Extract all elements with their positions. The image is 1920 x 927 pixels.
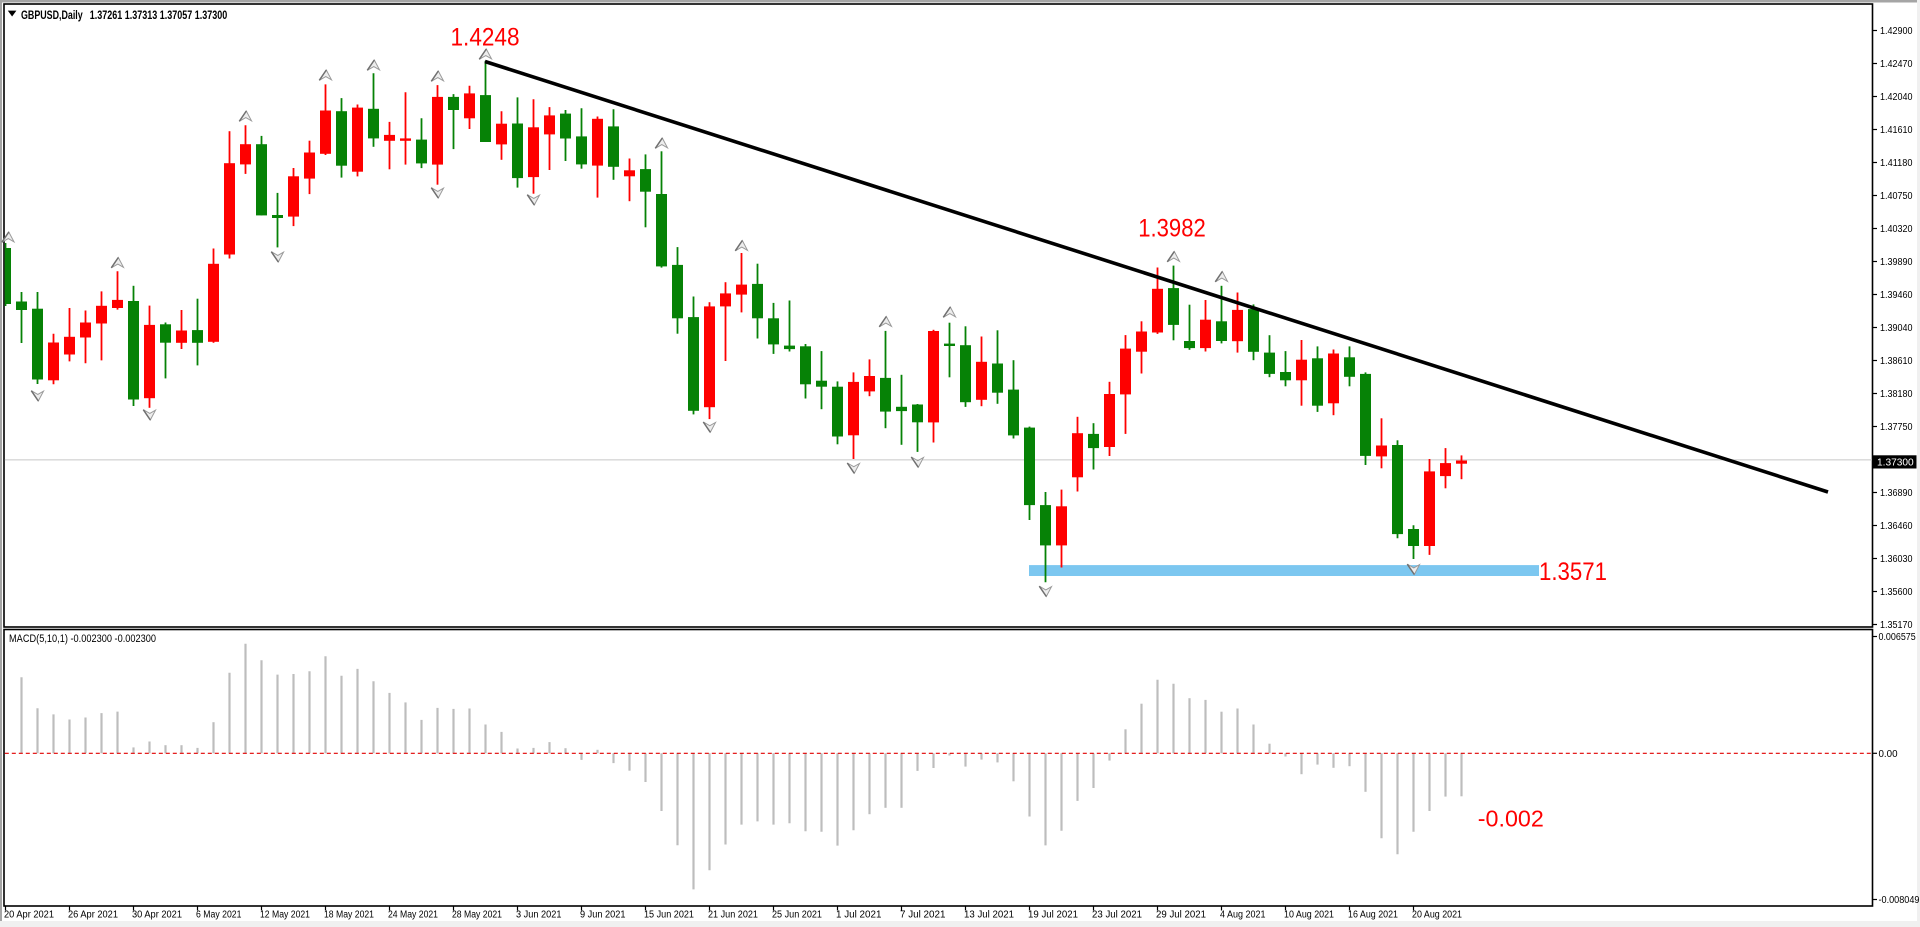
svg-text:1.42900: 1.42900	[1880, 26, 1913, 37]
svg-text:21 Jun 2021: 21 Jun 2021	[708, 910, 758, 921]
svg-text:1.38610: 1.38610	[1880, 356, 1913, 367]
svg-text:29 Jul 2021: 29 Jul 2021	[1156, 910, 1206, 921]
svg-text:28 May 2021: 28 May 2021	[452, 910, 502, 921]
svg-text:20 Aug 2021: 20 Aug 2021	[1412, 910, 1462, 921]
svg-text:1.36890: 1.36890	[1880, 488, 1913, 499]
svg-text:GBPUSD,Daily: GBPUSD,Daily	[21, 8, 83, 22]
svg-text:1.35170: 1.35170	[1880, 620, 1913, 631]
svg-text:1.3982: 1.3982	[1138, 215, 1206, 243]
svg-text:1.40750: 1.40750	[1880, 191, 1913, 202]
svg-text:1.42040: 1.42040	[1880, 92, 1913, 103]
svg-text:1.36030: 1.36030	[1880, 554, 1913, 565]
svg-text:4 Aug 2021: 4 Aug 2021	[1220, 910, 1266, 921]
svg-text:6 May 2021: 6 May 2021	[196, 910, 242, 921]
svg-text:1.41610: 1.41610	[1880, 125, 1913, 136]
svg-text:9 Jun 2021: 9 Jun 2021	[580, 910, 626, 921]
svg-text:12 May 2021: 12 May 2021	[260, 910, 310, 921]
svg-text:-0.002: -0.002	[1478, 806, 1544, 832]
svg-text:-0.008049: -0.008049	[1879, 895, 1920, 906]
svg-text:3 Jun 2021: 3 Jun 2021	[516, 910, 562, 921]
svg-text:19 Jul 2021: 19 Jul 2021	[1028, 910, 1078, 921]
svg-text:15 Jun 2021: 15 Jun 2021	[644, 910, 694, 921]
svg-text:0.00: 0.00	[1879, 749, 1898, 760]
svg-text:1.38180: 1.38180	[1880, 389, 1913, 400]
svg-text:23 Jul 2021: 23 Jul 2021	[1092, 910, 1142, 921]
svg-text:7 Jul 2021: 7 Jul 2021	[900, 910, 946, 921]
svg-text:1 Jul 2021: 1 Jul 2021	[836, 910, 882, 921]
svg-text:1.4248: 1.4248	[451, 23, 520, 51]
svg-text:1.39890: 1.39890	[1880, 257, 1913, 268]
svg-text:1.37261 1.37313 1.37057 1.3730: 1.37261 1.37313 1.37057 1.37300	[90, 8, 228, 22]
svg-text:1.37300: 1.37300	[1877, 458, 1914, 469]
svg-text:1.37750: 1.37750	[1880, 422, 1913, 433]
svg-text:1.3571: 1.3571	[1539, 558, 1607, 586]
svg-text:MACD(5,10,1) -0.002300 -0.0023: MACD(5,10,1) -0.002300 -0.002300	[9, 633, 156, 645]
svg-text:16 Aug 2021: 16 Aug 2021	[1348, 910, 1398, 921]
svg-text:26 Apr 2021: 26 Apr 2021	[68, 910, 118, 921]
svg-text:20 Apr 2021: 20 Apr 2021	[4, 910, 54, 921]
svg-text:1.36460: 1.36460	[1880, 521, 1913, 532]
svg-text:0.006575: 0.006575	[1879, 632, 1917, 643]
svg-text:24 May 2021: 24 May 2021	[388, 910, 438, 921]
svg-text:13 Jul 2021: 13 Jul 2021	[964, 910, 1014, 921]
svg-text:1.42470: 1.42470	[1880, 59, 1913, 70]
svg-text:1.35600: 1.35600	[1880, 587, 1913, 598]
svg-text:30 Apr 2021: 30 Apr 2021	[132, 910, 182, 921]
svg-text:10 Aug 2021: 10 Aug 2021	[1284, 910, 1334, 921]
svg-text:1.40320: 1.40320	[1880, 224, 1913, 235]
svg-text:1.41180: 1.41180	[1880, 158, 1913, 169]
svg-text:1.39460: 1.39460	[1880, 290, 1913, 301]
svg-text:1.39040: 1.39040	[1880, 323, 1913, 334]
svg-text:25 Jun 2021: 25 Jun 2021	[772, 910, 822, 921]
svg-text:18 May 2021: 18 May 2021	[324, 910, 374, 921]
